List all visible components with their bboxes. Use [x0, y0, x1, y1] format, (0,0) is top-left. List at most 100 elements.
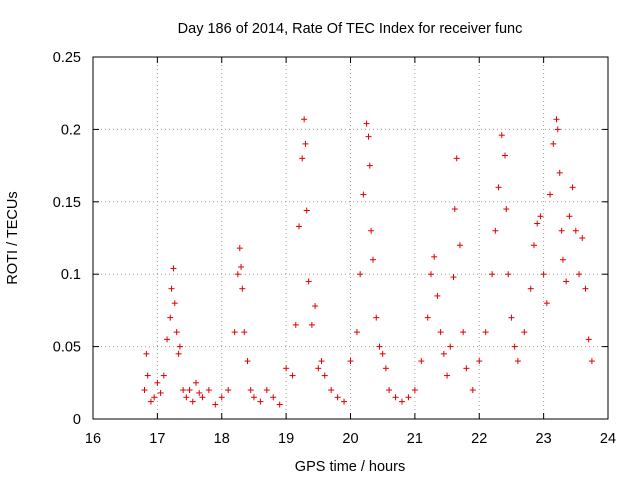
- y-tick-label: 0.05: [53, 340, 81, 356]
- data-point: [431, 253, 438, 260]
- data-point: [418, 358, 425, 365]
- data-point: [482, 329, 489, 336]
- data-point: [540, 271, 547, 278]
- x-tick-label: 22: [471, 431, 487, 447]
- data-point: [231, 329, 238, 336]
- data-point: [257, 398, 264, 405]
- data-point: [151, 394, 158, 401]
- data-point: [453, 155, 460, 162]
- data-point: [234, 271, 241, 278]
- data-point: [379, 350, 386, 357]
- data-point: [503, 206, 510, 213]
- data-point: [582, 285, 589, 292]
- data-point: [341, 398, 348, 405]
- data-point: [550, 140, 557, 147]
- data-point: [576, 271, 583, 278]
- data-point: [527, 285, 534, 292]
- data-point: [180, 387, 187, 394]
- data-point: [456, 242, 463, 249]
- data-point: [440, 350, 447, 357]
- data-point: [157, 389, 164, 396]
- y-tick-label: 0.1: [61, 267, 81, 283]
- data-point: [554, 126, 561, 133]
- data-point: [514, 358, 521, 365]
- x-tick-label: 21: [407, 431, 423, 447]
- data-point: [424, 314, 431, 321]
- data-point: [171, 300, 178, 307]
- data-point: [212, 401, 219, 408]
- data-point: [199, 394, 206, 401]
- data-point: [543, 300, 550, 307]
- data-point: [244, 358, 251, 365]
- data-point: [276, 401, 283, 408]
- data-point: [505, 271, 512, 278]
- data-point: [176, 343, 183, 350]
- data-point: [508, 314, 515, 321]
- data-point: [189, 398, 196, 405]
- data-point: [175, 350, 182, 357]
- data-point: [357, 271, 364, 278]
- data-point: [238, 263, 245, 270]
- data-point: [303, 207, 310, 214]
- data-point: [247, 387, 254, 394]
- data-point: [147, 398, 154, 405]
- y-tick-label: 0.25: [53, 50, 81, 66]
- data-point: [585, 336, 592, 343]
- data-point: [534, 220, 541, 227]
- data-point: [370, 256, 377, 263]
- data-point: [563, 278, 570, 285]
- data-point: [495, 184, 502, 191]
- data-point: [376, 343, 383, 350]
- data-point: [305, 278, 312, 285]
- data-point: [301, 116, 308, 123]
- data-point: [164, 336, 171, 343]
- data-point: [292, 321, 299, 328]
- data-point: [141, 387, 148, 394]
- data-point: [373, 314, 380, 321]
- data-point: [579, 235, 586, 241]
- data-point: [366, 162, 373, 169]
- data-point: [239, 285, 246, 292]
- data-point: [382, 365, 389, 372]
- data-point: [427, 271, 434, 278]
- data-point: [312, 303, 319, 310]
- data-point: [492, 227, 499, 234]
- x-tick-label: 20: [342, 431, 358, 447]
- y-tick-label: 0.15: [53, 195, 81, 211]
- data-point: [556, 169, 563, 176]
- data-point: [308, 321, 315, 328]
- plot-frame: [92, 56, 609, 420]
- data-point: [334, 394, 341, 401]
- data-point: [511, 343, 518, 350]
- data-point: [225, 387, 232, 394]
- data-point: [321, 372, 328, 379]
- data-point: [469, 387, 476, 394]
- data-point: [537, 213, 544, 220]
- data-point: [328, 387, 335, 394]
- data-point: [183, 394, 190, 401]
- data-point: [476, 358, 483, 365]
- data-point: [236, 245, 243, 252]
- x-tick-labels: 16 17 18 19 20 21 22 23 24: [85, 431, 616, 447]
- data-point: [405, 394, 412, 401]
- data-point: [460, 329, 467, 336]
- data-point: [451, 206, 458, 213]
- data-point: [315, 365, 322, 372]
- data-point: [299, 155, 306, 162]
- data-point: [434, 292, 441, 299]
- y-tick-label: 0: [73, 412, 81, 428]
- chart-title: Day 186 of 2014, Rate Of TEC Index for r…: [178, 21, 523, 37]
- data-points: [141, 116, 595, 408]
- data-point: [547, 191, 554, 198]
- data-point: [170, 265, 177, 272]
- data-point: [360, 191, 367, 198]
- data-point: [365, 133, 372, 140]
- x-tick-label: 17: [149, 431, 165, 447]
- data-point: [399, 398, 405, 405]
- data-point: [411, 387, 418, 394]
- data-point: [553, 116, 560, 123]
- data-point: [530, 242, 537, 249]
- data-point: [250, 394, 257, 401]
- y-tick-label: 0.2: [61, 122, 81, 138]
